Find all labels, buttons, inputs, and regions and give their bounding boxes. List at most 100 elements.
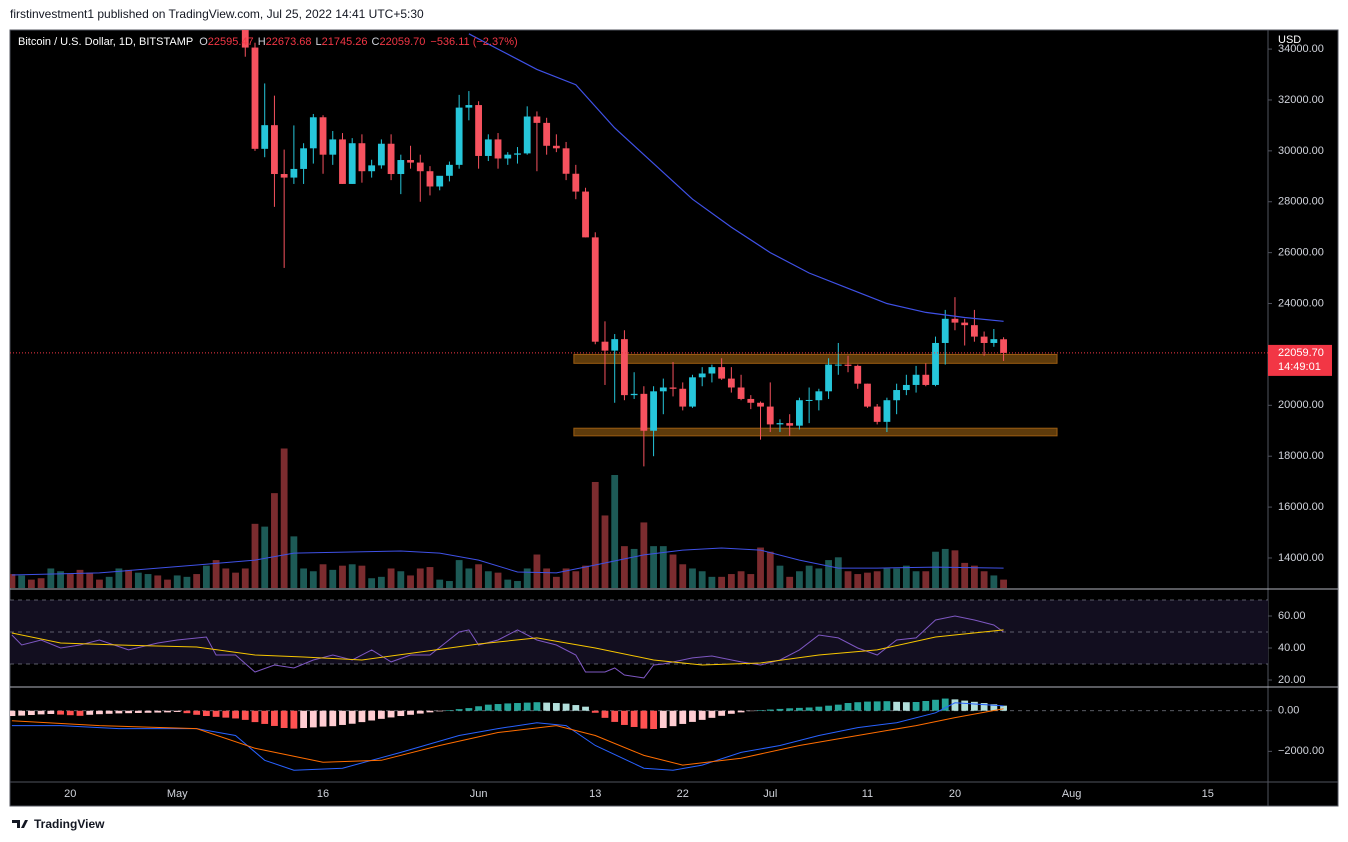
histogram-bar — [455, 709, 463, 711]
histogram-bar — [10, 710, 16, 717]
volume-bar — [922, 571, 930, 588]
volume-bar — [358, 565, 366, 588]
histogram-bar — [572, 705, 580, 711]
volume-bar — [436, 579, 444, 588]
volume-bar — [134, 572, 142, 588]
histogram-bar — [86, 710, 94, 715]
volume-bar — [766, 551, 774, 588]
histogram-bar — [650, 710, 657, 730]
histogram-bar — [18, 710, 26, 716]
histogram-bar — [416, 710, 424, 714]
candle-body — [504, 154, 512, 159]
histogram-bar — [980, 703, 988, 711]
volume-bar — [679, 564, 687, 588]
histogram-bar — [854, 702, 862, 711]
volume-bar — [873, 571, 881, 588]
candle-body — [815, 391, 823, 401]
histogram-bar — [805, 707, 813, 711]
candle-body — [290, 168, 298, 178]
volume-bar — [562, 568, 570, 588]
volume-bar — [698, 571, 706, 588]
volume-bar — [893, 568, 901, 588]
volume-bar — [757, 547, 764, 588]
candle-body — [757, 402, 764, 407]
histogram-bar — [134, 710, 142, 713]
volume-bar — [484, 571, 492, 588]
moving-average-line — [468, 33, 1004, 322]
histogram-bar — [533, 702, 541, 711]
volume-bar — [193, 574, 201, 588]
x-tick-label: Jun — [470, 788, 488, 800]
y-tick-label: −2000.00 — [1278, 745, 1324, 757]
candle-body — [689, 377, 696, 407]
y-tick-label: 60.00 — [1278, 610, 1306, 622]
x-tick-label: 15 — [1202, 788, 1214, 800]
candle-body — [475, 105, 482, 156]
candle-body — [902, 384, 910, 391]
volume-bar — [980, 571, 988, 588]
histogram-bar — [251, 710, 259, 723]
candle-body — [718, 367, 726, 379]
y-tick-label: 24000.00 — [1278, 297, 1324, 309]
histogram-bar — [591, 710, 599, 713]
candle-body — [514, 153, 521, 155]
volume-bar — [494, 572, 502, 588]
volume-bar — [348, 564, 356, 588]
histogram-bar — [689, 710, 696, 722]
volume-bar — [251, 523, 259, 588]
histogram-bar — [825, 705, 832, 711]
legend-key: H — [258, 36, 266, 48]
byline: firstinvestment1 published on TradingVie… — [10, 7, 424, 21]
histogram-bar — [407, 710, 414, 715]
legend-change: −536.11 (−2.37%) — [430, 36, 517, 48]
histogram-bar — [504, 703, 512, 711]
volume-bar — [689, 568, 696, 588]
histogram-bar — [426, 710, 434, 713]
brand-logo: TradingView — [12, 817, 105, 831]
histogram-bar — [932, 699, 939, 711]
volume-bar — [523, 568, 531, 588]
volume-bar — [883, 568, 891, 588]
candle-body — [387, 143, 395, 175]
histogram-bar — [309, 710, 317, 728]
histogram-bar — [543, 702, 551, 711]
histogram-bar — [222, 710, 230, 718]
volume-bar — [815, 568, 823, 588]
candle-body — [582, 191, 589, 238]
volume-bar — [533, 554, 541, 588]
candle-body — [339, 139, 346, 184]
volume-bar — [27, 579, 35, 588]
candle-body — [368, 165, 376, 172]
histogram-bar — [912, 702, 920, 711]
candle-body — [465, 105, 473, 108]
volume-bar — [261, 526, 269, 588]
x-tick-label: Aug — [1062, 788, 1082, 800]
y-tick-label: 20.00 — [1278, 674, 1306, 686]
volume-bar — [319, 564, 327, 588]
candle-body — [407, 160, 414, 163]
brand-name: TradingView — [34, 817, 105, 831]
histogram-bar — [241, 710, 249, 720]
logo-icon — [12, 820, 28, 828]
volume-bar — [416, 568, 424, 588]
histogram-bar — [280, 710, 288, 728]
candle-body — [727, 378, 735, 388]
volume-bar — [514, 581, 521, 588]
candle-body — [698, 373, 706, 378]
legend-value: 21745.26 — [322, 36, 368, 48]
volume-bar — [961, 562, 969, 588]
volume-bar — [776, 565, 784, 588]
histogram-bar — [348, 710, 356, 724]
y-tick-label: 40.00 — [1278, 642, 1306, 654]
volume-bar — [18, 575, 26, 588]
rsi-pane — [10, 599, 1268, 679]
volume-bar — [232, 572, 239, 588]
histogram-bar — [300, 710, 308, 728]
candle-body — [416, 162, 424, 172]
volume-bar — [426, 567, 434, 588]
candle-body — [329, 139, 337, 155]
volume-bar — [465, 568, 473, 588]
histogram-bar — [970, 701, 978, 711]
candle-body — [601, 341, 609, 351]
